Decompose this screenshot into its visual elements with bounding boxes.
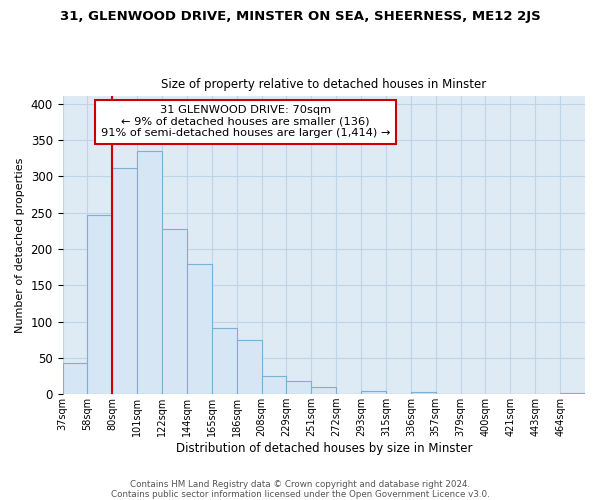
Bar [262, 376, 286, 394]
Bar [560, 392, 585, 394]
Title: Size of property relative to detached houses in Minster: Size of property relative to detached ho… [161, 78, 487, 91]
Bar [361, 390, 386, 394]
Bar [62, 363, 88, 394]
Text: 31, GLENWOOD DRIVE, MINSTER ON SEA, SHEERNESS, ME12 2JS: 31, GLENWOOD DRIVE, MINSTER ON SEA, SHEE… [59, 10, 541, 23]
Bar [187, 264, 212, 394]
Text: 31 GLENWOOD DRIVE: 70sqm
← 9% of detached houses are smaller (136)
91% of semi-d: 31 GLENWOOD DRIVE: 70sqm ← 9% of detache… [101, 106, 390, 138]
Text: Contains HM Land Registry data © Crown copyright and database right 2024.: Contains HM Land Registry data © Crown c… [130, 480, 470, 489]
Bar [212, 328, 236, 394]
Bar [236, 340, 262, 394]
Bar [112, 168, 137, 394]
Bar [286, 381, 311, 394]
Bar [311, 387, 336, 394]
Text: Contains public sector information licensed under the Open Government Licence v3: Contains public sector information licen… [110, 490, 490, 499]
Y-axis label: Number of detached properties: Number of detached properties [15, 158, 25, 333]
X-axis label: Distribution of detached houses by size in Minster: Distribution of detached houses by size … [176, 442, 472, 455]
Bar [88, 216, 112, 394]
Bar [162, 228, 187, 394]
Bar [411, 392, 436, 394]
Bar [137, 151, 162, 394]
